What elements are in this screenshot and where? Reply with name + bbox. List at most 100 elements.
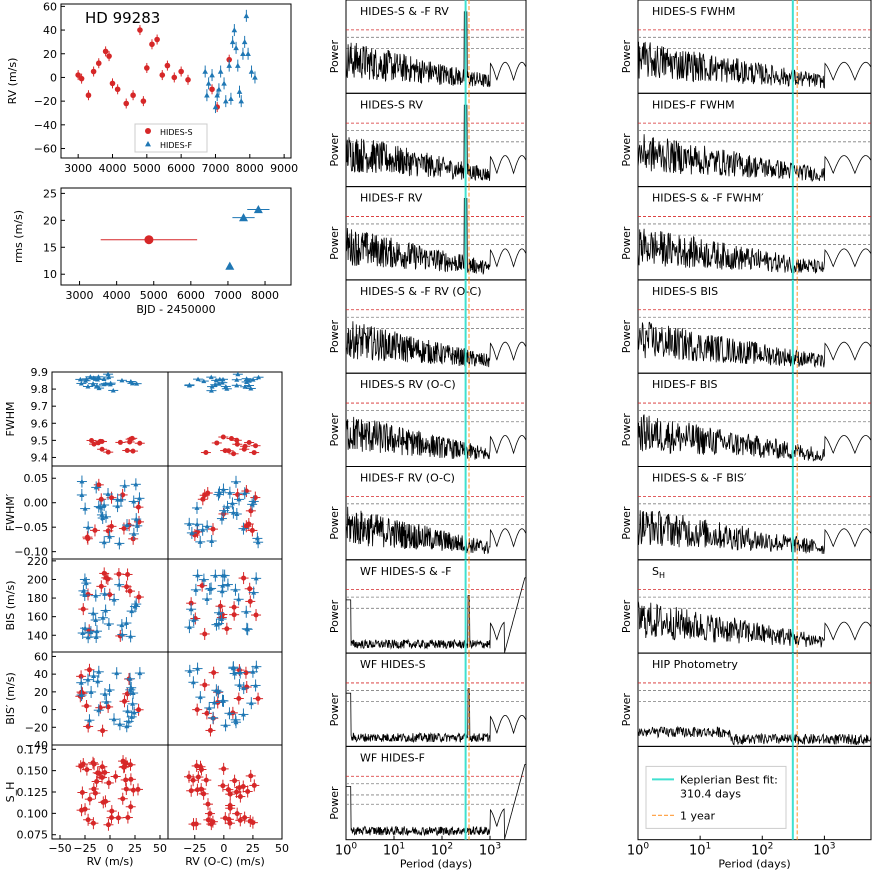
hides-f-point <box>130 690 136 696</box>
hides-s-point <box>201 791 207 797</box>
hides-s-point <box>236 696 242 702</box>
hides-f-point <box>253 664 259 669</box>
hides-f-point <box>103 608 109 613</box>
hides-f-point <box>188 606 194 612</box>
hides-f-point <box>227 490 233 495</box>
hides-s-point <box>232 778 238 784</box>
hides-s-point <box>231 451 237 457</box>
hides-s-point <box>209 86 215 93</box>
hides-f-point <box>82 506 88 511</box>
hides-f-point <box>248 385 254 391</box>
y-axis-label: RV (m/s) <box>6 58 19 105</box>
hides-f-point <box>127 676 133 681</box>
y-tick-label: 20 <box>43 214 57 227</box>
hides-f-point <box>103 699 109 704</box>
middle-periodogram-column: HIDES-S & -F RV Power HIDES-S RV Power HIDES… <box>328 0 527 871</box>
hides-f-point <box>200 527 206 532</box>
x-tick-label: 5000 <box>133 162 161 175</box>
hides-s-point <box>203 777 209 783</box>
hides-s-point <box>130 787 136 793</box>
hides-s-point <box>127 762 133 768</box>
hides-f-point <box>248 68 255 74</box>
hides-f-point <box>194 521 200 527</box>
y-tick-label: 0.00 <box>24 497 49 510</box>
x-tick-label: −25 <box>183 842 206 855</box>
hides-s-point <box>102 770 108 776</box>
hides-s-point <box>246 440 252 446</box>
hides-f-point <box>229 500 235 506</box>
hides-s-point <box>210 819 216 825</box>
hides-s-point <box>86 667 92 673</box>
hides-f-point <box>209 538 215 543</box>
hides-f-point <box>221 80 227 86</box>
hides-f-point <box>204 523 210 529</box>
hides-s-point <box>220 434 226 440</box>
hides-f-point <box>101 376 107 381</box>
hides-f-point <box>119 632 125 637</box>
hides-s-point <box>137 27 143 33</box>
hides-s-point <box>145 128 151 134</box>
x-tick-label: 5000 <box>140 289 168 302</box>
hides-s-point <box>94 778 100 784</box>
x-axis-label: Period (days) <box>400 858 472 871</box>
hides-f-point <box>243 13 250 19</box>
periodogram-curve <box>637 414 872 462</box>
hides-f-point <box>233 719 239 725</box>
hides-f-point <box>90 610 96 616</box>
hides-s-point <box>234 811 240 817</box>
hides-f-point <box>195 572 201 578</box>
hides-f-point <box>220 486 226 492</box>
hides-s-point <box>136 707 142 713</box>
hides-f-point <box>105 491 111 497</box>
hides-f-point <box>131 710 137 715</box>
hides-f-point <box>208 585 214 591</box>
legend-label: HIDES-S <box>160 128 193 137</box>
hides-f-point <box>197 694 203 700</box>
hides-f-point <box>236 496 242 502</box>
hides-f-point <box>212 573 218 578</box>
y-axis-label: Power <box>328 693 341 727</box>
hides-f-point <box>226 62 233 68</box>
hides-s-point <box>202 682 208 688</box>
hides-f-point <box>241 685 247 691</box>
y-tick-label: 180 <box>27 592 48 605</box>
hides-s-point <box>243 670 249 676</box>
y-axis-label: Power <box>620 133 633 167</box>
hides-f-point <box>133 601 139 607</box>
hides-f-point <box>228 95 234 102</box>
hides-f-point <box>226 710 232 716</box>
exponent: 0 <box>351 842 357 852</box>
periodogram-curve <box>345 416 527 460</box>
hides-s-point <box>99 439 105 445</box>
hides-f-point <box>236 596 242 602</box>
hides-f-point <box>251 590 257 595</box>
y-tick-label: 0.100 <box>17 807 49 820</box>
hides-f-point <box>212 382 218 387</box>
exponent: 2 <box>447 842 453 852</box>
hides-s-point <box>207 727 213 733</box>
y-axis-label: Power <box>620 40 633 74</box>
y-axis-label: Power <box>328 786 341 820</box>
hides-s-point <box>109 80 116 87</box>
y-tick-label: −20 <box>34 95 57 108</box>
hides-f-point <box>85 634 91 640</box>
hides-f-point <box>214 92 220 98</box>
hides-f-point <box>93 634 99 639</box>
hides-f-point <box>190 679 196 685</box>
hides-f-point <box>115 503 121 509</box>
hides-f-point <box>229 39 236 45</box>
hides-f-point <box>255 539 261 545</box>
hides-s-point <box>128 776 134 782</box>
hides-s-point <box>85 591 91 597</box>
hides-f-point <box>110 387 116 393</box>
hides-f-point <box>224 504 230 509</box>
y-axis-label: Power <box>620 319 633 353</box>
hides-s-point <box>109 808 115 814</box>
periodogram-curve <box>637 228 872 274</box>
hides-s-point <box>123 786 129 792</box>
hides-f-point <box>224 386 230 391</box>
x-tick-label: 102 <box>751 842 773 859</box>
hides-s-point <box>135 504 141 510</box>
hides-f-point <box>220 698 226 703</box>
hides-f-point <box>95 678 101 684</box>
